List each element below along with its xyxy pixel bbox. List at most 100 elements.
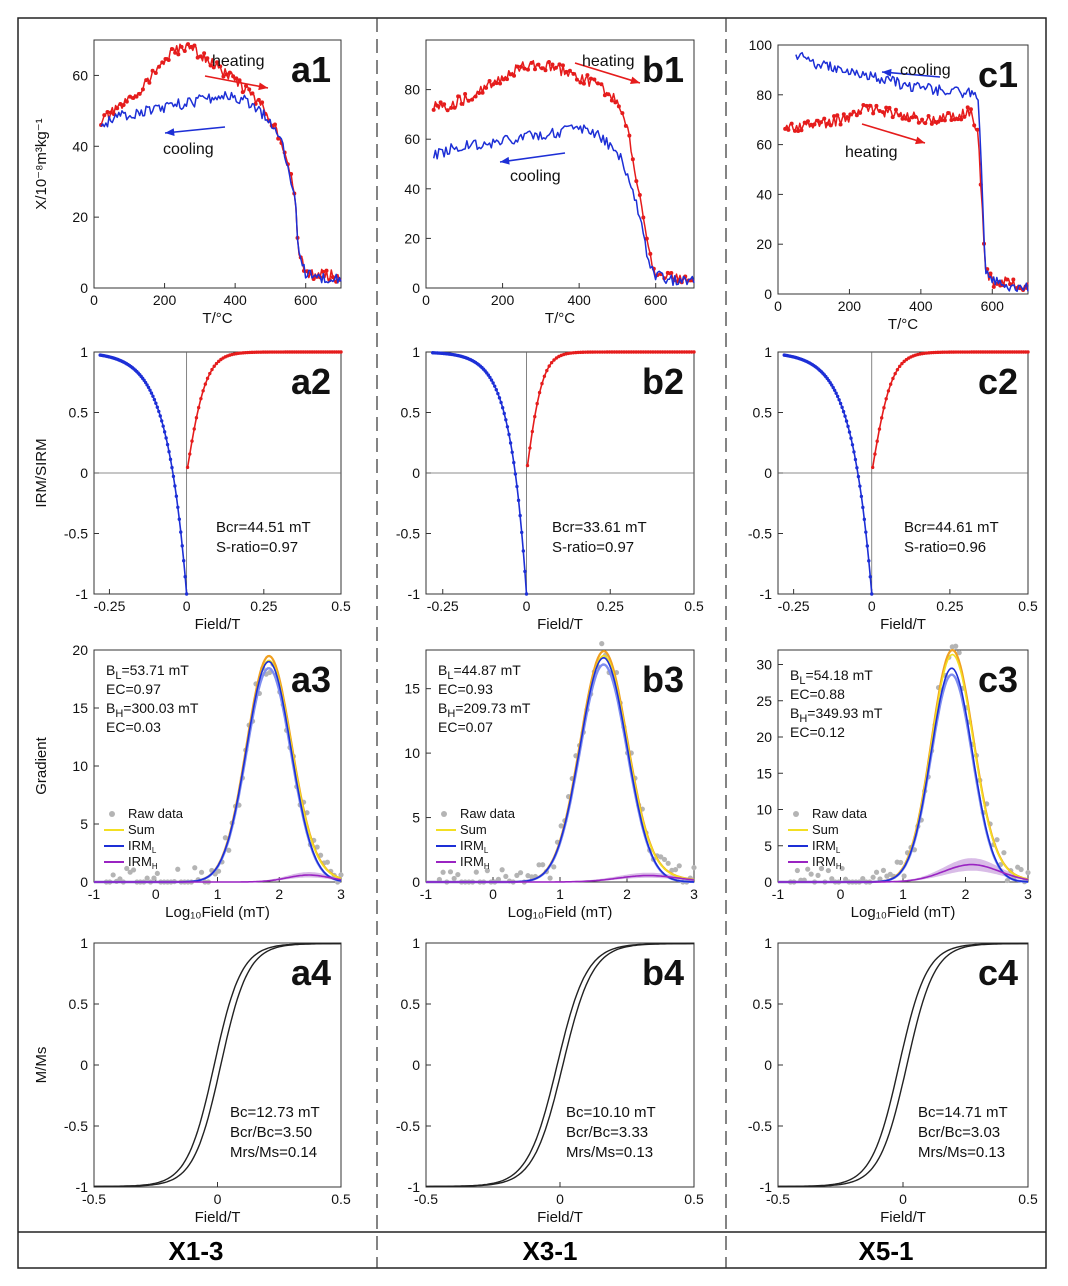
heating-point [539,66,544,71]
backfield-point [157,409,161,414]
acquisition-point [660,350,665,354]
legend-marker-raw [441,811,447,817]
y-tick-label: 0 [764,465,772,481]
acquisition-point [214,361,219,366]
heating-point [880,110,885,115]
heating-point [256,97,261,102]
x-tick-label: 0 [556,1191,564,1207]
x-tick-label: 3 [1024,886,1032,902]
raw-data-point [658,854,664,860]
x-tick-label: 2 [962,886,970,902]
backfield-point [152,397,157,402]
acquisition-point [677,350,682,354]
x-tick-label: -1 [772,886,785,902]
raw-data-point [994,837,1000,843]
x-axis-label: Field/T [195,616,241,633]
heating-point [613,100,618,105]
x-tick-label: 600 [294,292,318,308]
backfield-point [168,457,173,462]
heating-point [920,117,925,122]
heating-point [452,105,457,110]
heating-point [792,128,797,133]
x-tick-label: 0.25 [597,598,624,614]
heating-point [473,94,478,99]
backfield-point [494,387,498,392]
raw-data-point [898,859,904,866]
acquisition-point [897,364,902,369]
acquisition-point [882,406,886,410]
heating-point [456,94,461,99]
acquisition-point [665,350,670,354]
y-tick-label: 20 [72,642,88,658]
raw-data-point [473,869,479,875]
heating-point [515,64,520,69]
heating-point [234,76,239,81]
x-tick-label: 0 [152,886,160,902]
legend-subscript: H [152,862,158,871]
raw-data-point [860,875,866,882]
acquisition-point [586,350,590,354]
acquisition-point [900,361,904,366]
panel-label: c4 [978,952,1018,993]
param-text: BH=209.73 mT [438,700,531,720]
x-axis-label: Log₁₀Field (mT) [851,904,956,921]
heating-point [227,70,232,75]
raw-data-point [676,863,682,869]
mrs-ms-text: Mrs/Ms=0.14 [230,1144,317,1161]
y-tick-label: 0 [80,874,88,890]
y-tick-label: -1 [76,1179,89,1195]
panel-label: c3 [978,659,1018,700]
y-tick-label: 0 [412,280,420,296]
acquisition-point [528,446,532,450]
acquisition-point [535,401,539,406]
backfield-point [862,517,867,522]
bcr-text: Bcr=44.51 mT [216,519,311,536]
raw-data-point [455,871,461,878]
annotation-arrow-head [630,76,640,85]
acquisition-point [648,350,653,354]
x-tick-label: 2 [275,886,283,902]
x-tick-label: 0.25 [250,598,277,614]
acquisition-point [595,350,600,354]
raw-data-point [175,866,181,872]
heating-point [871,111,876,116]
heating-point [198,54,203,59]
heating-point [819,120,824,125]
series-heating [431,59,695,285]
x-tick-label: 0.5 [684,1191,704,1207]
heating-point [789,121,794,126]
backfield-point [832,388,837,393]
y-tick-label: 0 [764,1057,772,1073]
acquisition-point [675,350,679,354]
heating-point [592,77,597,82]
acquisition-point [540,381,544,386]
param-text: BL=44.87 mT [438,662,521,682]
x-axis-label: Field/T [537,1209,583,1226]
heating-point [250,91,255,96]
heating-point [189,44,194,49]
y-tick-label: 0 [80,280,88,296]
x-axis-label: Field/T [537,616,583,633]
heating-point [108,110,113,115]
heating-point [231,74,236,79]
irm-h-band [426,872,694,882]
y-tick-label: 0.5 [69,405,89,421]
acquisition-series [185,350,343,470]
heating-point [121,102,126,107]
heating-point [942,118,947,123]
backfield-series [431,351,529,596]
y-tick-label: 1 [764,344,772,360]
heating-point [669,270,674,275]
heating-point [498,81,503,86]
heating-point [926,114,931,119]
heating-point [877,109,882,114]
acquisition-point [185,465,190,470]
heating-point [634,179,639,184]
y-tick-label: 80 [404,82,420,98]
raw-data-point [665,860,671,866]
acquisition-point [581,350,585,354]
heating-point [435,103,440,108]
heating-point [864,103,869,108]
y-tick-label: 1 [80,935,88,951]
panel-a1: 0 200 400 600 0 20 40 60 T/°C X/10⁻⁸m³kg⁻¹ a1 heati… [33,39,342,327]
